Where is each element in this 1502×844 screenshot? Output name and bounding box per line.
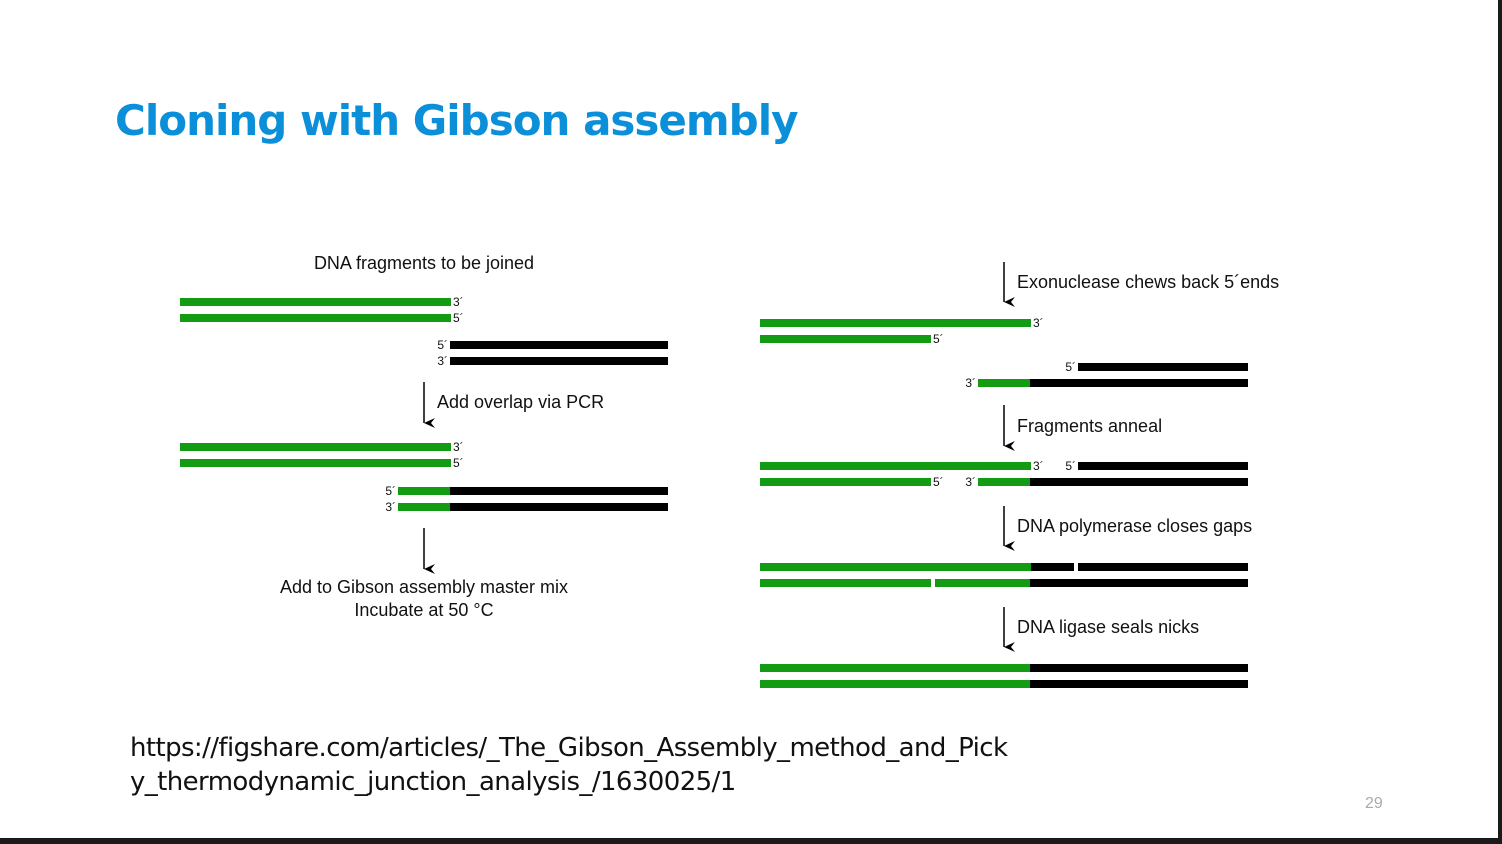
black-strand-top bbox=[1030, 664, 1248, 672]
green-strand-top bbox=[760, 319, 1031, 327]
fragments-annealed: 3´ 5´ 5´ 3´ bbox=[760, 459, 1248, 489]
green-strand-top bbox=[180, 298, 451, 306]
slide-title: Cloning with Gibson assembly bbox=[115, 96, 798, 145]
end-label: 5´ bbox=[385, 484, 396, 498]
overlap-green-bottom bbox=[978, 478, 1030, 486]
end-label: 3´ bbox=[453, 295, 464, 309]
green-strand-bottom-chewed bbox=[760, 335, 931, 343]
end-label: 5´ bbox=[1065, 459, 1076, 473]
green-strand-top bbox=[180, 443, 451, 451]
fragments-gaps-closed bbox=[760, 563, 1248, 587]
fragments-chewed-back: 3´ 5´ 5´ 3´ bbox=[760, 316, 1248, 390]
left-heading: DNA fragments to be joined bbox=[314, 253, 534, 273]
green-strand-bottom bbox=[760, 680, 1031, 688]
black-strand-top bbox=[1078, 462, 1248, 470]
end-label: 3´ bbox=[437, 354, 448, 368]
black-strand-top-chewed bbox=[1078, 363, 1248, 371]
end-label: 5´ bbox=[933, 332, 944, 346]
black-strand-top bbox=[450, 487, 668, 495]
green-strand-top bbox=[760, 563, 1031, 571]
end-label: 5´ bbox=[453, 456, 464, 470]
green-strand-bottom bbox=[760, 478, 931, 486]
green-strand-top bbox=[760, 462, 1031, 470]
right-step-3: DNA polymerase closes gaps bbox=[1017, 516, 1252, 536]
black-strand-bottom bbox=[450, 357, 668, 365]
black-filled-top bbox=[1031, 563, 1074, 571]
end-label: 5´ bbox=[453, 311, 464, 325]
end-label: 3´ bbox=[965, 475, 976, 489]
end-label: 3´ bbox=[965, 376, 976, 390]
black-strand-bottom bbox=[1030, 579, 1248, 587]
fragments-original: 3´ 5´ 5´ 3´ bbox=[180, 295, 668, 368]
end-label: 5´ bbox=[437, 338, 448, 352]
right-step-2: Fragments anneal bbox=[1017, 416, 1162, 436]
end-label: 3´ bbox=[1033, 459, 1044, 473]
right-step-4: DNA ligase seals nicks bbox=[1017, 617, 1199, 637]
overlap-green-bottom bbox=[398, 503, 450, 511]
green-strand-bottom bbox=[180, 314, 451, 322]
end-label: 3´ bbox=[1033, 316, 1044, 330]
black-strand-bottom bbox=[1030, 680, 1248, 688]
end-label: 5´ bbox=[1065, 360, 1076, 374]
black-strand-bottom bbox=[450, 503, 668, 511]
left-final-line-2: Incubate at 50 °C bbox=[354, 600, 493, 620]
fragments-sealed bbox=[760, 664, 1248, 688]
fragments-with-overlap: 3´ 5´ 5´ 3´ bbox=[180, 440, 668, 514]
overlap-green-bottom bbox=[978, 379, 1030, 387]
left-step-1: Add overlap via PCR bbox=[437, 392, 604, 412]
black-strand-top bbox=[1078, 563, 1248, 571]
end-label: 5´ bbox=[933, 475, 944, 489]
end-label: 3´ bbox=[453, 440, 464, 454]
right-step-1: Exonuclease chews back 5´ends bbox=[1017, 272, 1279, 292]
source-url: https://figshare.com/articles/_The_Gibso… bbox=[130, 733, 1008, 797]
overlap-green-top bbox=[398, 487, 450, 495]
end-label: 3´ bbox=[385, 500, 396, 514]
green-strand-top bbox=[760, 664, 1031, 672]
left-final-line-1: Add to Gibson assembly master mix bbox=[280, 577, 568, 597]
green-filled-bottom bbox=[935, 579, 1030, 587]
black-strand-bottom bbox=[1030, 379, 1248, 387]
page-number: 29 bbox=[1365, 795, 1383, 812]
green-strand-bottom bbox=[760, 579, 931, 587]
green-strand-bottom bbox=[180, 459, 451, 467]
black-strand-top bbox=[450, 341, 668, 349]
black-strand-bottom bbox=[1030, 478, 1248, 486]
